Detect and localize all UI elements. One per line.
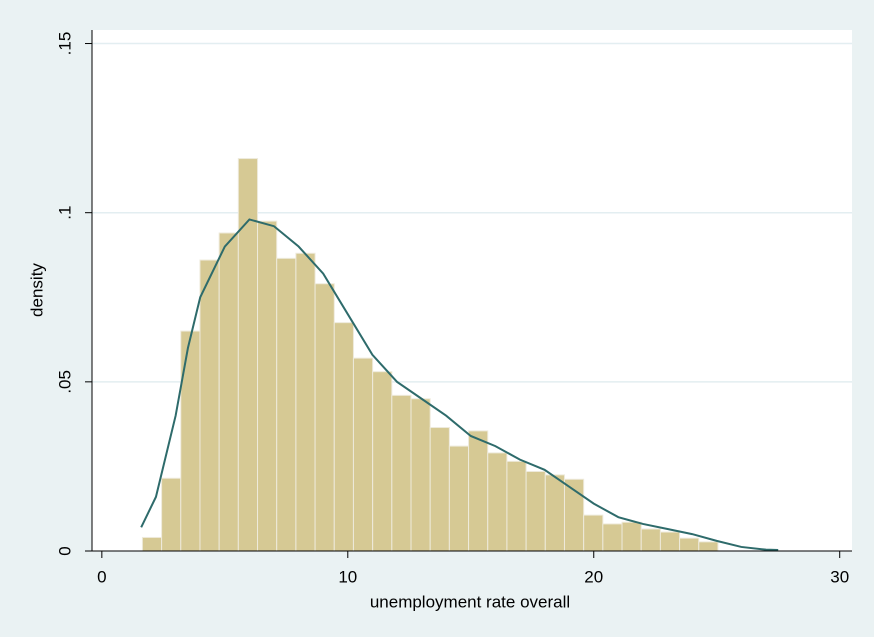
- bar: [640, 528, 661, 552]
- x-tick-label: 30: [830, 567, 849, 586]
- bar: [602, 523, 623, 552]
- bar: [314, 283, 335, 552]
- y-tick-label: 0: [55, 546, 74, 555]
- bar: [141, 536, 163, 552]
- bar: [372, 371, 393, 552]
- bar: [199, 259, 220, 552]
- bar: [218, 232, 239, 552]
- bar: [544, 474, 565, 552]
- bar: [257, 220, 278, 552]
- bar: [161, 477, 182, 552]
- x-tick-label: 10: [338, 567, 357, 586]
- bar: [487, 452, 508, 552]
- bar: [659, 531, 681, 552]
- bar: [698, 541, 719, 552]
- bar: [583, 514, 604, 552]
- bar: [276, 257, 297, 552]
- bar: [621, 521, 642, 552]
- density-line: [140, 218, 779, 551]
- bar: [410, 398, 431, 552]
- x-tick-label: 20: [584, 567, 603, 586]
- bar: [352, 357, 374, 552]
- bar: [429, 427, 450, 552]
- bar: [295, 252, 316, 552]
- bar: [506, 460, 527, 552]
- y-tick-label: .1: [55, 206, 74, 220]
- y-axis-title: density: [27, 263, 46, 317]
- y-tick-label: .05: [55, 370, 74, 394]
- bar: [525, 470, 546, 552]
- bar: [391, 394, 412, 552]
- y-tick-label: .15: [55, 32, 74, 56]
- bar: [180, 330, 201, 552]
- bar: [679, 537, 700, 552]
- bar: [333, 322, 354, 552]
- x-tick-label: 0: [97, 567, 106, 586]
- x-axis-title: unemployment rate overall: [370, 592, 570, 611]
- bar: [237, 158, 259, 552]
- bar: [468, 430, 489, 552]
- bar: [448, 445, 470, 552]
